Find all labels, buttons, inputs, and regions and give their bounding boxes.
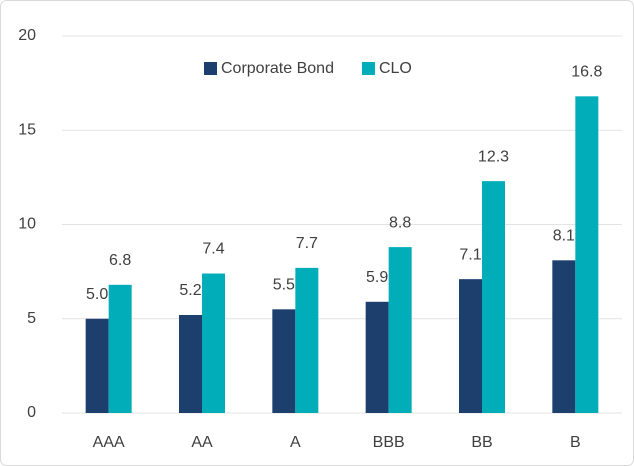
bar bbox=[459, 279, 482, 413]
value-label: 16.8 bbox=[571, 64, 602, 81]
bar bbox=[388, 247, 412, 413]
bar bbox=[272, 309, 296, 413]
bar bbox=[552, 260, 576, 413]
value-label: 6.8 bbox=[109, 252, 131, 269]
bar bbox=[179, 314, 202, 413]
x-tick-label: BBB bbox=[373, 434, 405, 451]
value-label: 5.9 bbox=[366, 269, 388, 286]
bar bbox=[295, 267, 319, 413]
value-label: 8.1 bbox=[553, 228, 575, 245]
value-label: 5.5 bbox=[273, 277, 295, 294]
value-label: 7.1 bbox=[459, 246, 481, 263]
x-tick-label: BB bbox=[471, 434, 492, 451]
value-label: 12.3 bbox=[478, 148, 509, 165]
legend-label: Corporate Bond bbox=[221, 60, 334, 77]
x-tick-label: AA bbox=[191, 434, 213, 451]
bar bbox=[202, 273, 225, 413]
bar bbox=[482, 181, 505, 413]
bar bbox=[85, 318, 109, 413]
legend-swatch bbox=[361, 62, 375, 75]
y-tick-label: 20 bbox=[18, 27, 36, 44]
bar bbox=[108, 284, 132, 413]
y-tick-label: 15 bbox=[18, 121, 36, 138]
value-label: 5.0 bbox=[86, 286, 108, 303]
legend-label: CLO bbox=[379, 60, 412, 77]
value-label: 5.2 bbox=[179, 282, 201, 299]
legend-swatch bbox=[204, 62, 217, 75]
value-label: 7.7 bbox=[296, 235, 318, 252]
x-tick-label: A bbox=[290, 434, 301, 451]
y-tick-label: 0 bbox=[27, 404, 36, 421]
value-label: 7.4 bbox=[202, 241, 224, 258]
y-tick-label: 5 bbox=[27, 310, 36, 327]
y-tick-label: 10 bbox=[18, 216, 36, 233]
bar bbox=[365, 301, 389, 413]
x-tick-label: B bbox=[570, 434, 581, 451]
bar bbox=[575, 96, 599, 413]
value-label: 8.8 bbox=[389, 214, 411, 231]
x-tick-label: AAA bbox=[93, 434, 125, 451]
